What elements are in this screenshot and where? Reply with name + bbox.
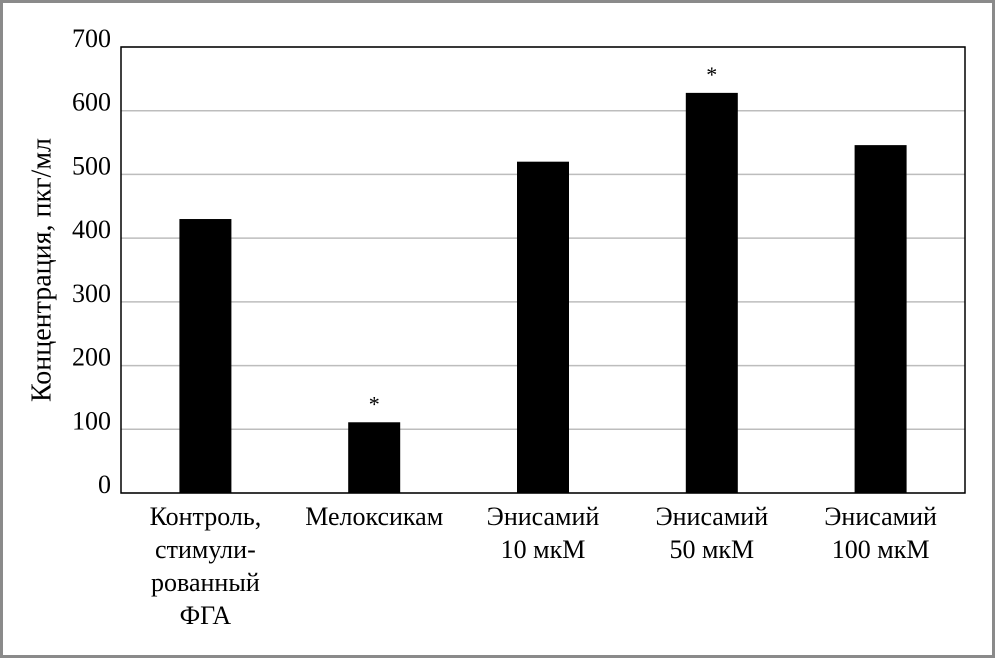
bar [854, 145, 907, 493]
significance-marker: * [706, 62, 717, 87]
x-tick-label: 10 мкМ [501, 535, 586, 564]
bar [179, 219, 232, 493]
x-tick-label: Энисамий [487, 502, 600, 531]
bar [685, 92, 738, 494]
x-tick-label: Энисамий [655, 502, 768, 531]
x-tick-label: Энисамий [824, 502, 937, 531]
y-tick-label: 500 [72, 151, 111, 180]
x-tick-label: рованный [151, 568, 260, 597]
y-tick-label: 200 [72, 343, 111, 372]
significance-marker: * [369, 391, 380, 416]
y-axis-title: Концентрация, пкг/мл [26, 138, 57, 402]
y-tick-label: 0 [98, 470, 111, 499]
x-tick-label: Мелоксикам [305, 502, 443, 531]
x-tick-label: 100 мкМ [832, 535, 930, 564]
y-tick-label: 600 [72, 88, 111, 117]
y-tick-label: 400 [72, 215, 111, 244]
bar [517, 161, 569, 493]
y-tick-label: 700 [72, 24, 111, 53]
x-tick-label: ФГА [180, 601, 232, 630]
y-tick-label: 100 [72, 406, 111, 435]
y-tick-label: 300 [72, 279, 111, 308]
plot-frame [120, 46, 966, 494]
x-tick-label: стимули- [155, 535, 256, 564]
x-tick-label: Контроль, [150, 502, 262, 531]
x-tick-label: 50 мкМ [669, 535, 754, 564]
bar [348, 422, 401, 493]
